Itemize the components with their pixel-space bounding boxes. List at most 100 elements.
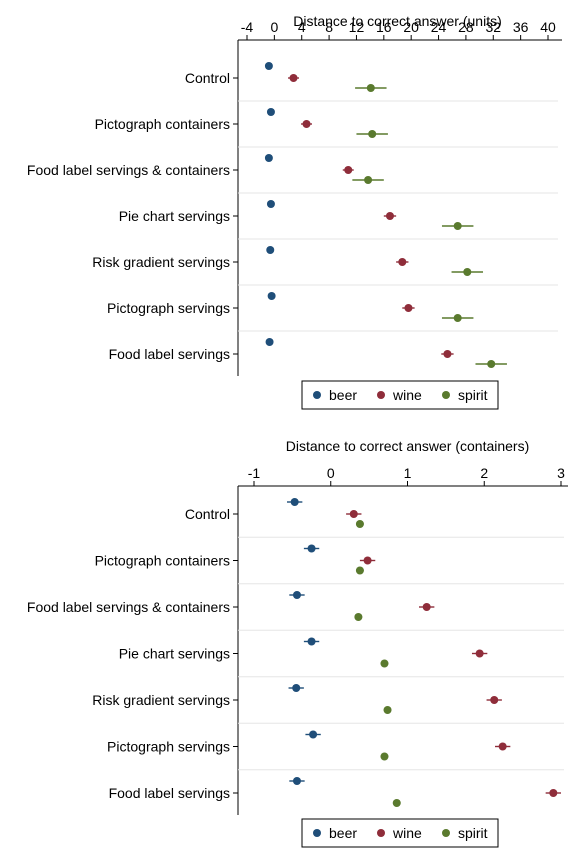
legend-box: [301, 380, 499, 410]
category-label: Pie chart servings: [119, 646, 230, 662]
x-axis-title: Distance to correct answer (containers): [286, 438, 530, 454]
category-label: Food label servings: [109, 346, 230, 362]
legend-label-beer: beer: [329, 387, 357, 403]
data-point: [309, 730, 318, 739]
x-tick-label: 8: [325, 19, 333, 35]
data-point: [453, 222, 462, 230]
legend-label-wine: wine: [392, 825, 422, 841]
data-point: [380, 752, 389, 761]
x-tick-label: 0: [327, 465, 335, 481]
category-label: Control: [185, 506, 230, 522]
data-point: [380, 659, 389, 668]
legend-box: [301, 818, 499, 848]
legend-label-spirit: spirit: [458, 387, 488, 403]
x-tick-label: 3: [557, 465, 565, 481]
chart-panel-1: Distance to correct answer (units)-4 0 4 8 1…: [27, 13, 562, 410]
data-point: [355, 566, 364, 575]
x-tick-label: 16: [376, 19, 392, 35]
data-point: [344, 166, 353, 174]
data-point: [363, 556, 372, 565]
category-label: Pictograph containers: [95, 553, 230, 569]
data-point: [307, 637, 316, 646]
series-beer: [287, 498, 321, 785]
data-point: [383, 706, 392, 714]
legend-marker-wine: [377, 829, 385, 837]
data-point: [264, 62, 273, 70]
category-label: Food label servings: [109, 785, 230, 801]
series-beer: [264, 62, 276, 346]
x-tick-label: 1: [404, 465, 412, 481]
data-point: [453, 314, 462, 322]
x-tick-label: -1: [248, 465, 261, 481]
legend-label-wine: wine: [392, 387, 422, 403]
data-point: [443, 350, 452, 358]
x-tick-label: 20: [403, 19, 419, 35]
data-point: [490, 696, 499, 704]
data-point: [307, 544, 316, 553]
data-point: [355, 520, 364, 528]
data-point: [549, 789, 558, 797]
data-point: [302, 120, 311, 128]
category-label: Pictograph servings: [107, 739, 230, 755]
category-label: Risk gradient servings: [92, 254, 230, 270]
category-label: Pictograph containers: [95, 116, 230, 132]
series-wine: [288, 74, 454, 358]
data-point: [475, 649, 484, 658]
data-point: [292, 777, 301, 785]
x-tick-label: 32: [485, 19, 501, 35]
data-point: [398, 258, 407, 266]
x-tick-label: 36: [513, 19, 529, 35]
category-label: Pie chart servings: [119, 208, 230, 224]
x-tick-label: 28: [458, 19, 474, 35]
chart-panel-2: Distance to correct answer (containers) -…: [27, 438, 568, 848]
legend-marker-beer: [313, 829, 321, 837]
x-tick-label: 2: [480, 465, 488, 481]
data-point: [292, 684, 301, 692]
category-label: Food label servings & containers: [27, 599, 230, 615]
data-point: [463, 268, 472, 276]
data-point: [289, 74, 298, 82]
legend-marker-wine: [377, 391, 385, 399]
series-spirit: [354, 520, 401, 807]
data-point: [487, 360, 496, 368]
data-point: [385, 212, 394, 220]
data-point: [498, 742, 507, 751]
series-spirit: [352, 84, 507, 368]
legend-label-beer: beer: [329, 825, 357, 841]
data-point: [354, 613, 363, 621]
data-point: [292, 591, 301, 599]
x-tick-label: 40: [540, 19, 556, 35]
x-tick-label: 12: [349, 19, 365, 35]
data-point: [366, 84, 375, 92]
x-tick-label: -4: [241, 19, 254, 35]
data-point: [266, 200, 275, 208]
legend-marker-beer: [313, 391, 321, 399]
data-point: [266, 246, 275, 254]
data-point: [290, 498, 299, 506]
data-point: [266, 108, 275, 116]
category-label: Pictograph servings: [107, 300, 230, 316]
data-point: [265, 338, 274, 346]
legend-label-spirit: spirit: [458, 825, 488, 841]
legend-marker-spirit: [442, 829, 450, 837]
legend-marker-spirit: [442, 391, 450, 399]
x-axis-title: Distance to correct answer (units): [293, 13, 502, 29]
data-point: [392, 799, 401, 807]
data-point: [364, 176, 373, 184]
x-tick-label: 0: [270, 19, 278, 35]
category-label: Food label servings & containers: [27, 162, 230, 178]
x-tick-label: 24: [431, 19, 447, 35]
series-wine: [346, 510, 561, 797]
legend: beer wine spirit: [301, 380, 499, 410]
x-tick-label: 4: [298, 19, 306, 35]
category-label: Risk gradient servings: [92, 692, 230, 708]
data-point: [404, 304, 413, 312]
legend: beer wine spirit: [301, 818, 499, 848]
data-point: [264, 154, 273, 162]
category-label: Control: [185, 70, 230, 86]
data-point: [349, 510, 358, 518]
data-point: [368, 130, 377, 138]
data-point: [422, 603, 431, 611]
data-point: [267, 292, 276, 300]
